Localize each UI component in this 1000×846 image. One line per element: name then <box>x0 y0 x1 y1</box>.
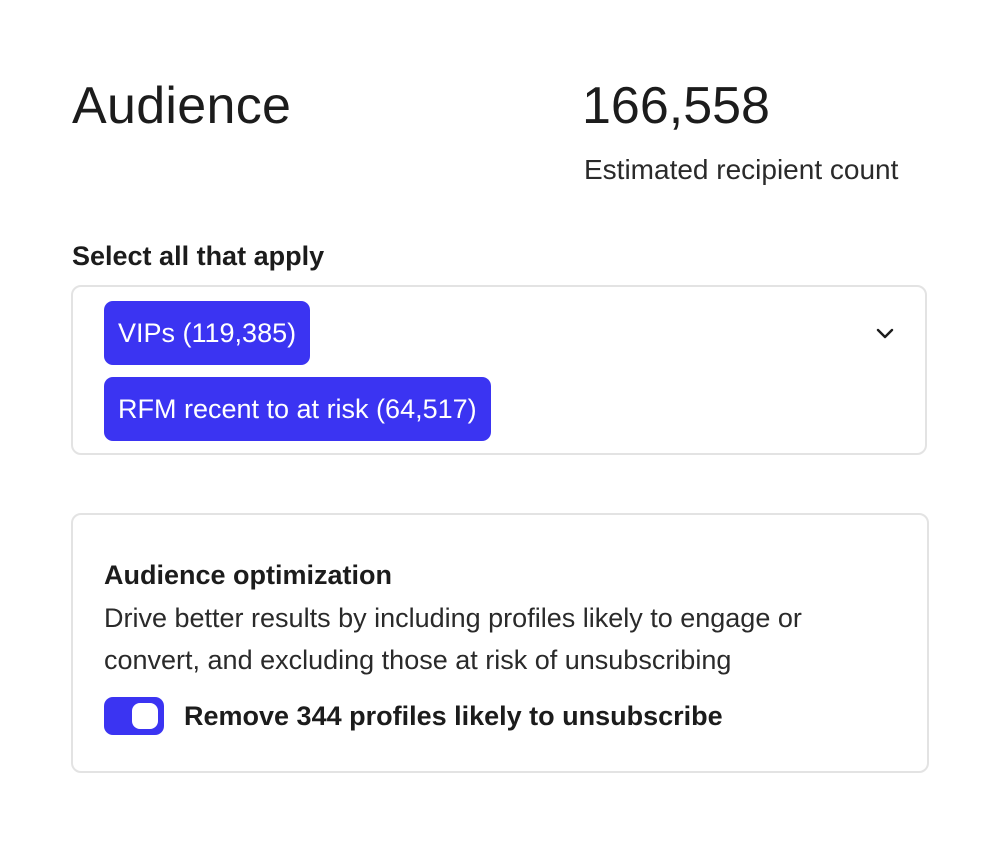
segment-chip[interactable]: RFM recent to at risk (64,517) <box>104 377 491 441</box>
segment-multiselect[interactable]: VIPs (119,385) RFM recent to at risk (64… <box>71 285 927 455</box>
audience-optimization-card: Audience optimization Drive better resul… <box>71 513 929 773</box>
segment-select-label: Select all that apply <box>72 241 325 271</box>
recipient-count-label: Estimated recipient count <box>584 154 899 185</box>
page-title: Audience <box>72 77 292 135</box>
optimization-title: Audience optimization <box>104 560 393 590</box>
chevron-down-icon[interactable] <box>875 327 895 341</box>
segment-chip[interactable]: VIPs (119,385) <box>104 301 311 365</box>
remove-unsubscribers-toggle[interactable] <box>104 697 164 735</box>
toggle-knob <box>132 703 158 729</box>
optimization-description: Drive better results by including profil… <box>104 603 802 675</box>
unsubscribe-toggle-row: Remove 344 profiles likely to unsubscrib… <box>104 697 884 735</box>
toggle-label: Remove 344 profiles likely to unsubscrib… <box>184 701 723 731</box>
audience-header: Audience 166,558 Estimated recipient cou… <box>72 72 930 192</box>
recipient-count: 166,558 <box>582 77 770 135</box>
